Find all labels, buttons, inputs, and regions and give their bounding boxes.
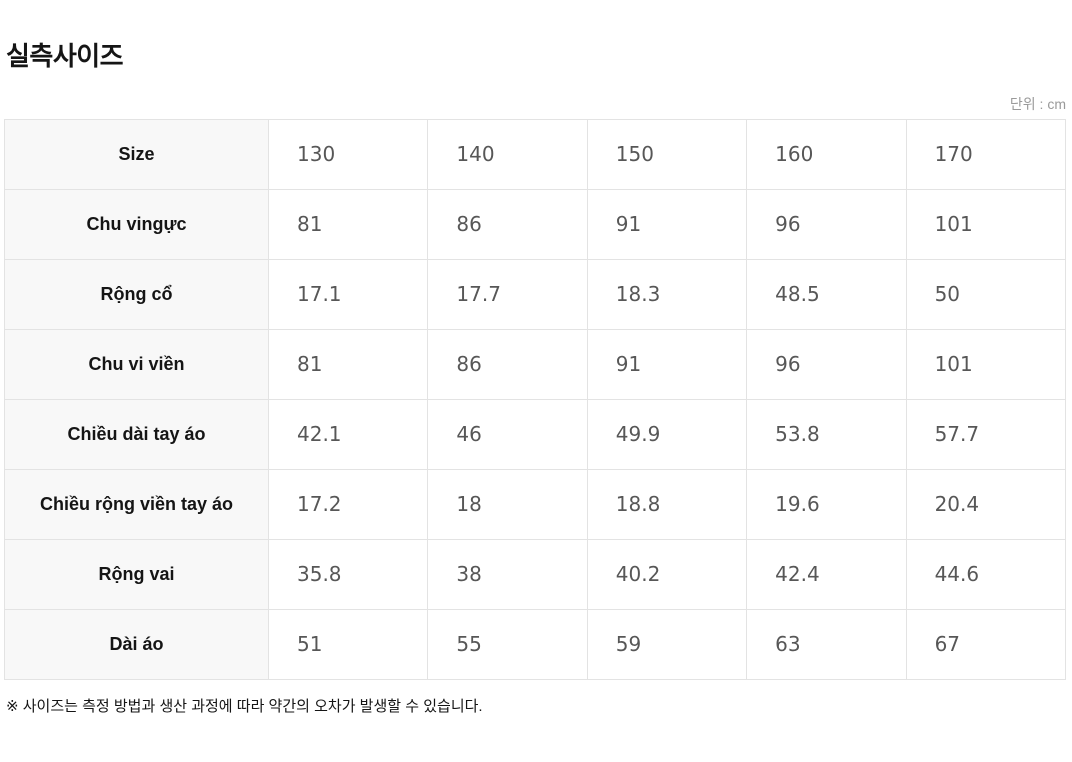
size-value-cell: 42.1 — [267, 399, 429, 471]
size-value-cell: 130 — [267, 119, 429, 191]
size-value-cell: 101 — [905, 329, 1067, 401]
size-value-cell: 46 — [427, 399, 588, 471]
size-value-cell: 96 — [746, 189, 907, 261]
size-table: Size 130 140 150 160 170 Chu vingực 81 86 91 96 101… — [4, 119, 1067, 681]
size-value-cell: 59 — [586, 609, 748, 681]
size-value-cell: 18.8 — [586, 469, 748, 541]
size-value-cell: 160 — [746, 119, 907, 191]
size-value-cell: 50 — [905, 259, 1067, 331]
row-label-cell: Chiều dài tay áo — [4, 399, 269, 471]
size-value-cell: 86 — [427, 189, 588, 261]
size-value-cell: 91 — [586, 329, 748, 401]
size-value-cell: 86 — [427, 329, 588, 401]
size-footnote: ※ 사이즈는 측정 방법과 생산 과정에 따라 약간의 오차가 발생할 수 있습… — [6, 698, 483, 716]
table-row: Size 130 140 150 160 170 — [4, 119, 1067, 191]
size-value-cell: 17.2 — [267, 469, 429, 541]
row-label-cell: Rộng cổ — [4, 259, 269, 331]
size-value-cell: 63 — [746, 609, 907, 681]
size-value-cell: 53.8 — [746, 399, 907, 471]
row-label-cell: Size — [4, 119, 269, 191]
row-label-cell: Chu vingực — [4, 189, 269, 261]
size-value-cell: 51 — [267, 609, 429, 681]
row-label-cell: Rộng vai — [4, 539, 269, 611]
size-value-cell: 20.4 — [905, 469, 1067, 541]
size-value-cell: 81 — [267, 189, 429, 261]
size-value-cell: 57.7 — [905, 399, 1067, 471]
size-value-cell: 44.6 — [905, 539, 1067, 611]
row-label-cell: Chiều rộng viền tay áo — [4, 469, 269, 541]
table-row: Chu vi viền 81 86 91 96 101 — [4, 329, 1067, 401]
size-value-cell: 150 — [586, 119, 748, 191]
size-value-cell: 170 — [905, 119, 1067, 191]
table-row: Dài áo 51 55 59 63 67 — [4, 609, 1067, 681]
size-value-cell: 48.5 — [746, 259, 907, 331]
size-value-cell: 81 — [267, 329, 429, 401]
table-row: Chiều rộng viền tay áo 17.2 18 18.8 19.6 20.4 — [4, 469, 1067, 541]
size-value-cell: 19.6 — [746, 469, 907, 541]
size-value-cell: 35.8 — [267, 539, 429, 611]
row-label-cell: Dài áo — [4, 609, 269, 681]
size-value-cell: 17.7 — [427, 259, 588, 331]
table-row: Chiều dài tay áo 42.1 46 49.9 53.8 57.7 — [4, 399, 1067, 471]
size-value-cell: 67 — [905, 609, 1067, 681]
size-value-cell: 17.1 — [267, 259, 429, 331]
size-value-cell: 42.4 — [746, 539, 907, 611]
table-row: Chu vingực 81 86 91 96 101 — [4, 189, 1067, 261]
unit-label: 단위 : cm — [1009, 95, 1066, 112]
table-row: Rộng cổ 17.1 17.7 18.3 48.5 50 — [4, 259, 1067, 331]
row-label-cell: Chu vi viền — [4, 329, 269, 401]
size-value-cell: 18.3 — [586, 259, 748, 331]
size-value-cell: 40.2 — [586, 539, 748, 611]
size-value-cell: 38 — [427, 539, 588, 611]
size-guide-section: 실측사이즈 단위 : cm Size 130 140 150 160 170 Chu vin… — [0, 42, 1072, 717]
size-value-cell: 18 — [427, 469, 588, 541]
table-row: Rộng vai 35.8 38 40.2 42.4 44.6 — [4, 539, 1067, 611]
size-value-cell: 91 — [586, 189, 748, 261]
size-value-cell: 140 — [427, 119, 588, 191]
size-value-cell: 101 — [905, 189, 1067, 261]
size-value-cell: 55 — [427, 609, 588, 681]
page-title: 실측사이즈 — [6, 41, 124, 71]
size-value-cell: 49.9 — [586, 399, 748, 471]
size-value-cell: 96 — [746, 329, 907, 401]
